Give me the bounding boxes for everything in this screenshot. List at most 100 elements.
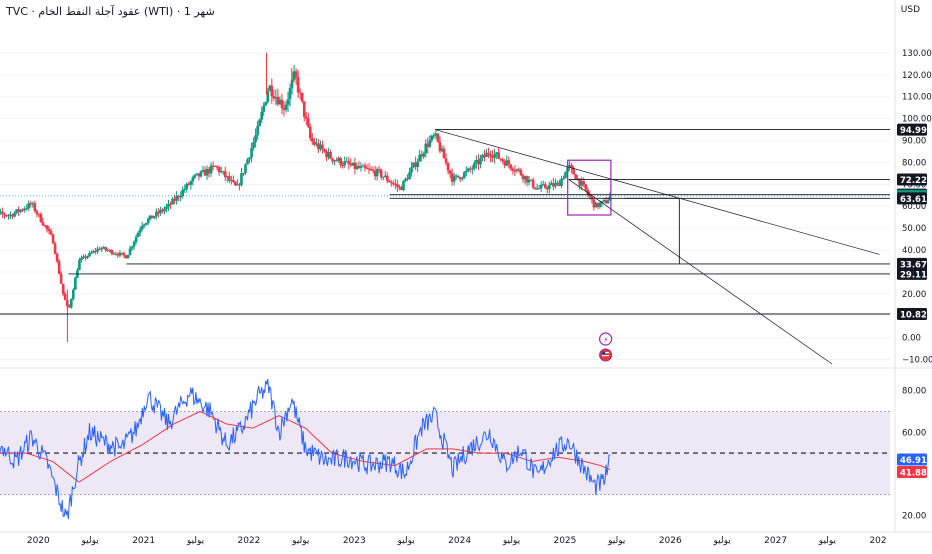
candle-body — [361, 165, 365, 167]
candle-body — [377, 169, 381, 171]
candle-body — [412, 162, 415, 168]
candle-body — [485, 152, 488, 157]
candle-body — [45, 225, 49, 230]
level-price-label: 10.82 — [900, 310, 927, 320]
candle-body — [550, 183, 553, 186]
candle-body — [578, 178, 581, 186]
flag-stripe — [602, 355, 610, 357]
candle-body — [416, 161, 419, 168]
candle-body — [199, 171, 203, 177]
candle-body — [304, 116, 308, 119]
time-axis-label: يوليو — [397, 536, 416, 546]
candle-body — [300, 92, 304, 102]
candle-body — [33, 203, 37, 212]
candle-body — [414, 162, 417, 168]
candle-body — [430, 135, 434, 141]
candle-body — [438, 141, 442, 152]
candle-body — [529, 179, 533, 181]
highlight-box[interactable] — [567, 159, 612, 216]
candle-body — [270, 85, 274, 97]
level-price-badge — [897, 257, 927, 270]
candle-body — [432, 135, 436, 137]
candle-body — [408, 172, 411, 180]
rsi-axis-tick: 20.00 — [902, 512, 926, 522]
time-axis-label: يوليو — [502, 536, 521, 546]
candle-body — [151, 215, 154, 219]
candle-body — [420, 154, 424, 157]
candle-body — [252, 141, 255, 149]
candle-body — [351, 162, 355, 166]
candle-body — [572, 168, 575, 175]
rsi-axis-tick: 60.00 — [902, 428, 926, 438]
candle-body — [481, 154, 484, 159]
candle-body — [450, 173, 454, 182]
candle-body — [96, 248, 99, 252]
candle-body — [505, 160, 509, 166]
candle-body — [41, 222, 45, 226]
candle-body — [521, 175, 525, 180]
candle-body — [266, 90, 270, 102]
candle-body — [568, 164, 571, 167]
candle-body — [487, 152, 490, 155]
candle-body — [309, 126, 312, 139]
price-axis-tick: 50.00 — [902, 224, 926, 234]
candle-body — [57, 261, 61, 274]
candle-body — [173, 198, 176, 201]
candle-body — [298, 92, 302, 94]
candle-body — [11, 214, 14, 217]
candle-body — [67, 305, 71, 308]
candle-body — [533, 187, 537, 190]
candle-body — [363, 165, 367, 168]
trend-line[interactable] — [568, 179, 833, 365]
time-axis-label: يوليو — [712, 536, 731, 546]
candle-body — [110, 250, 114, 254]
candle-body — [1, 211, 4, 214]
rsi-ma-line — [0, 411, 611, 483]
candle-body — [440, 148, 444, 152]
candle-body — [250, 148, 253, 158]
lightning-icon[interactable] — [599, 332, 613, 346]
candle-body — [341, 165, 345, 167]
candle-body — [134, 236, 138, 242]
candle-body — [84, 256, 87, 258]
candle-body — [359, 166, 363, 169]
candle-body — [541, 184, 545, 186]
candle-body — [335, 160, 338, 162]
candle-body — [49, 231, 53, 235]
candle-body — [410, 167, 413, 173]
candle-body — [27, 203, 31, 209]
candle-body — [539, 184, 543, 189]
candle-body — [74, 277, 77, 290]
time-axis-label: 202 — [869, 536, 886, 546]
candle-body — [302, 101, 306, 117]
candle-body — [120, 252, 124, 254]
candle-body — [452, 176, 456, 182]
level-price-label: 72.22 — [900, 176, 927, 186]
candle-body — [462, 172, 466, 178]
candle-body — [132, 241, 136, 247]
candle-body — [381, 176, 385, 178]
rsi-line — [0, 379, 611, 520]
candle-body — [274, 97, 278, 99]
candle-body — [596, 202, 600, 207]
candle-body — [604, 200, 608, 204]
candle-body — [268, 85, 272, 91]
candle-body — [15, 209, 18, 213]
candle-body — [217, 167, 221, 173]
level-price-badge — [897, 173, 927, 186]
candle-body — [387, 180, 391, 183]
candle-body — [177, 195, 180, 198]
candle-body — [466, 168, 470, 171]
trend-line[interactable] — [434, 129, 880, 255]
candle-body — [39, 213, 43, 223]
time-axis-label: 2024 — [448, 536, 471, 546]
candle-body — [477, 159, 480, 165]
candle-body — [367, 168, 371, 170]
candle-body — [138, 229, 142, 233]
candle-body — [347, 161, 351, 165]
candle-body — [193, 174, 197, 178]
candle-body — [165, 206, 168, 209]
candle-body — [527, 179, 531, 183]
level-price-label: 94.99 — [900, 126, 927, 136]
